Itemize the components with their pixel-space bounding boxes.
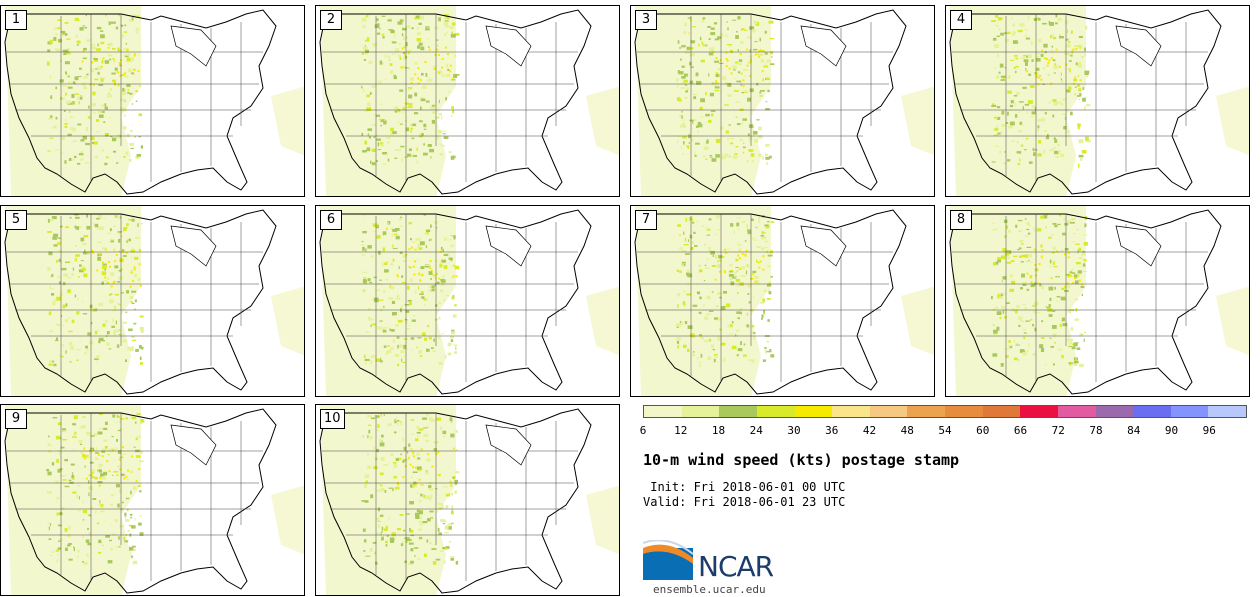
colorbar-tick-label: 6 bbox=[639, 424, 647, 437]
map-panel: 8 bbox=[945, 205, 1250, 397]
wind-map bbox=[634, 206, 934, 396]
colorbar-swatch bbox=[1095, 406, 1134, 417]
colorbar-tick-label: 78 bbox=[1089, 424, 1103, 437]
panel-label: 4 bbox=[950, 10, 972, 30]
wind-map bbox=[4, 405, 304, 595]
wind-map bbox=[319, 6, 619, 196]
colorbar-swatch bbox=[719, 406, 757, 417]
ncar-logo: NCAR bbox=[642, 539, 793, 584]
colorbar-swatch bbox=[832, 406, 870, 417]
valid-time: Valid: Fri 2018-06-01 23 UTC bbox=[643, 495, 846, 509]
map-panel: 3 bbox=[630, 5, 935, 197]
map-panel: 1 bbox=[0, 5, 305, 197]
colorbar-tick-label: 66 bbox=[1013, 424, 1028, 437]
map-panel: 9 bbox=[0, 404, 305, 596]
map-panel: 4 bbox=[945, 5, 1250, 197]
colorbar-swatch bbox=[1133, 406, 1171, 417]
wind-map bbox=[4, 206, 304, 396]
colorbar-swatch bbox=[945, 406, 983, 417]
colorbar-tick-label: 54 bbox=[938, 424, 952, 437]
wind-map bbox=[634, 6, 934, 196]
site-url: ensemble.ucar.edu bbox=[653, 583, 766, 596]
colorbar-swatch bbox=[869, 406, 908, 417]
ncar-swoosh-icon bbox=[642, 539, 694, 580]
colorbar-tick-label: 60 bbox=[976, 424, 990, 437]
map-panel: 5 bbox=[0, 205, 305, 397]
map-panel: 6 bbox=[315, 205, 620, 397]
panel-label: 2 bbox=[320, 10, 342, 30]
colorbar-labels: 6 12 18 24 30 36 42 48 54 60 66 72 78 84 90 96 bbox=[639, 424, 1247, 438]
colorbar-tick-label: 24 bbox=[749, 424, 763, 437]
panel-label: 3 bbox=[635, 10, 657, 30]
map-panel: 7 bbox=[630, 205, 935, 397]
wind-map bbox=[319, 405, 619, 595]
colorbar-swatch bbox=[1020, 406, 1058, 417]
colorbar-swatch bbox=[756, 406, 795, 417]
wind-map bbox=[4, 6, 304, 196]
colorbar-tick-label: 90 bbox=[1164, 424, 1179, 437]
colorbar-swatch bbox=[681, 406, 720, 417]
panel-label: 9 bbox=[5, 409, 27, 429]
wind-map bbox=[319, 206, 619, 396]
colorbar-tick-label: 12 bbox=[674, 424, 688, 437]
map-panel: 2 bbox=[315, 5, 620, 197]
colorbar-tick-label: 84 bbox=[1127, 424, 1141, 437]
panel-label: 6 bbox=[320, 210, 342, 230]
colorbar-swatch bbox=[1170, 406, 1209, 417]
colorbar-tick-label: 42 bbox=[862, 424, 877, 437]
wind-map bbox=[949, 206, 1249, 396]
colorbar bbox=[643, 405, 1247, 418]
wind-map bbox=[949, 6, 1249, 196]
panel-label: 1 bbox=[5, 10, 27, 30]
colorbar-tick-label: 72 bbox=[1051, 424, 1065, 437]
colorbar-tick-label: 36 bbox=[825, 424, 839, 437]
colorbar-swatch bbox=[1208, 406, 1246, 417]
colorbar-tick-label: 30 bbox=[787, 424, 801, 437]
panel-label: 7 bbox=[635, 210, 657, 230]
colorbar-tick-label: 48 bbox=[900, 424, 914, 437]
chart-title: 10-m wind speed (kts) postage stamp bbox=[643, 451, 960, 469]
colorbar-swatch bbox=[1057, 406, 1096, 417]
colorbar-swatch bbox=[907, 406, 945, 417]
map-panel: 10 bbox=[315, 404, 620, 596]
panel-label: 10 bbox=[320, 409, 345, 429]
panel-label: 5 bbox=[5, 210, 27, 230]
colorbar-swatch bbox=[644, 406, 682, 417]
colorbar-swatch bbox=[982, 406, 1021, 417]
colorbar-swatch bbox=[794, 406, 833, 417]
colorbar-tick-label: 96 bbox=[1202, 424, 1216, 437]
colorbar-tick-label: 18 bbox=[711, 424, 726, 437]
logo-text: NCAR bbox=[698, 550, 774, 583]
panel-label: 8 bbox=[950, 210, 972, 230]
init-time: Init: Fri 2018-06-01 00 UTC bbox=[643, 480, 846, 494]
